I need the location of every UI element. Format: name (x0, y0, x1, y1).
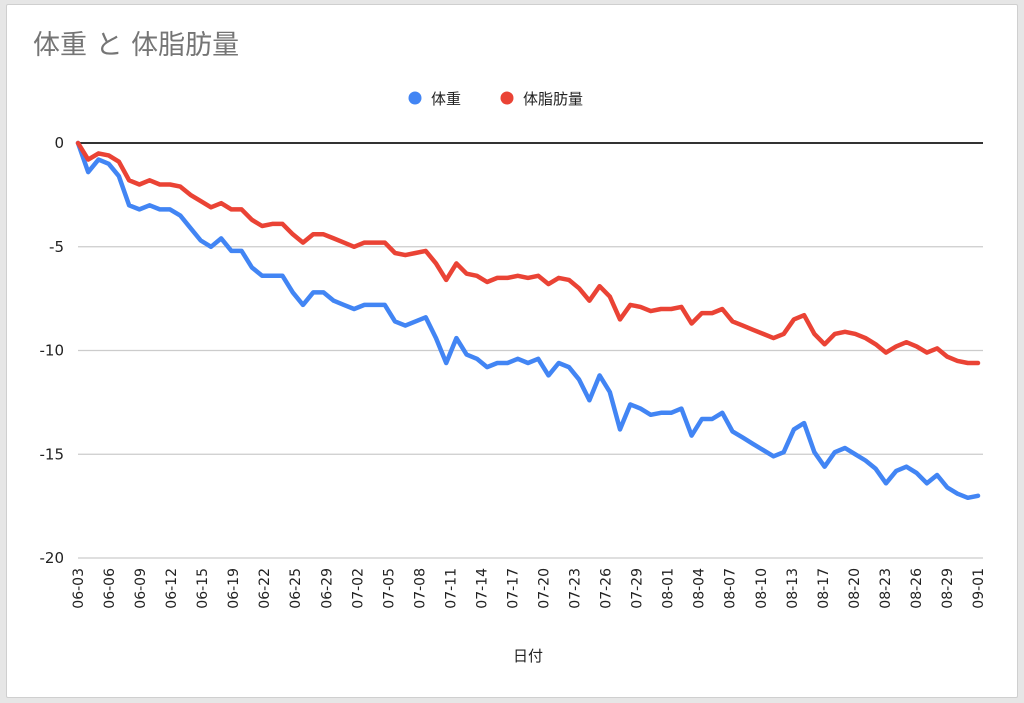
x-tick-label: 08-17 (816, 568, 832, 609)
x-axis-label: 日付 (513, 647, 543, 665)
x-tick-label: 06-25 (288, 568, 304, 609)
x-tick-label: 08-20 (847, 568, 863, 609)
y-tick-label: -10 (40, 342, 65, 360)
x-tick-label: 08-01 (661, 568, 677, 609)
x-tick-label: 07-29 (630, 568, 646, 609)
x-tick-label: 07-20 (537, 568, 553, 609)
x-tick-label: 08-29 (940, 568, 956, 609)
x-tick-label: 06-12 (164, 568, 180, 609)
x-tick-label: 06-22 (257, 568, 273, 609)
y-axis-ticks: 0 -5 -10 -15 -20 (40, 134, 65, 567)
legend-label: 体重 (431, 90, 461, 108)
x-tick-label: 08-07 (723, 568, 739, 609)
x-tick-label: 07-08 (412, 568, 428, 609)
x-tick-label: 06-03 (71, 568, 87, 609)
x-axis-ticks: 06-03 06-06 06-09 06-12 06-15 06-19 06-22 06-25… (71, 568, 987, 609)
x-tick-label: 06-29 (319, 568, 335, 609)
series-line-1 (75, 140, 981, 366)
x-tick-label: 07-05 (381, 568, 397, 609)
x-tick-label: 07-26 (599, 568, 615, 609)
x-tick-label: 06-09 (133, 568, 149, 609)
y-tick-label: -5 (49, 238, 64, 256)
y-tick-label: 0 (54, 134, 64, 152)
legend-swatch (408, 91, 422, 105)
x-tick-label: 06-06 (102, 568, 118, 609)
x-tick-label: 07-11 (443, 568, 459, 609)
x-tick-label: 07-17 (505, 568, 521, 609)
x-tick-label: 07-23 (568, 568, 584, 609)
legend-swatch (500, 91, 514, 105)
x-tick-label: 08-13 (785, 568, 801, 609)
y-tick-label: -20 (40, 549, 65, 567)
series-lines (75, 140, 981, 501)
y-tick-label: -15 (40, 445, 65, 463)
legend-label: 体脂肪量 (523, 90, 583, 108)
chart-title: 体重 と 体脂肪量 (33, 30, 239, 61)
x-tick-label: 08-10 (754, 568, 770, 609)
x-tick-label: 06-15 (195, 568, 211, 609)
x-tick-label: 06-19 (226, 568, 242, 609)
x-tick-label: 07-14 (474, 568, 490, 609)
x-tick-label: 08-26 (909, 568, 925, 609)
legend: 体重 体脂肪量 (408, 90, 583, 108)
x-tick-label: 09-01 (971, 568, 987, 609)
x-tick-label: 08-23 (878, 568, 894, 609)
x-tick-label: 08-04 (692, 568, 708, 609)
x-tick-label: 07-02 (350, 568, 366, 609)
series-line-0 (75, 140, 981, 501)
